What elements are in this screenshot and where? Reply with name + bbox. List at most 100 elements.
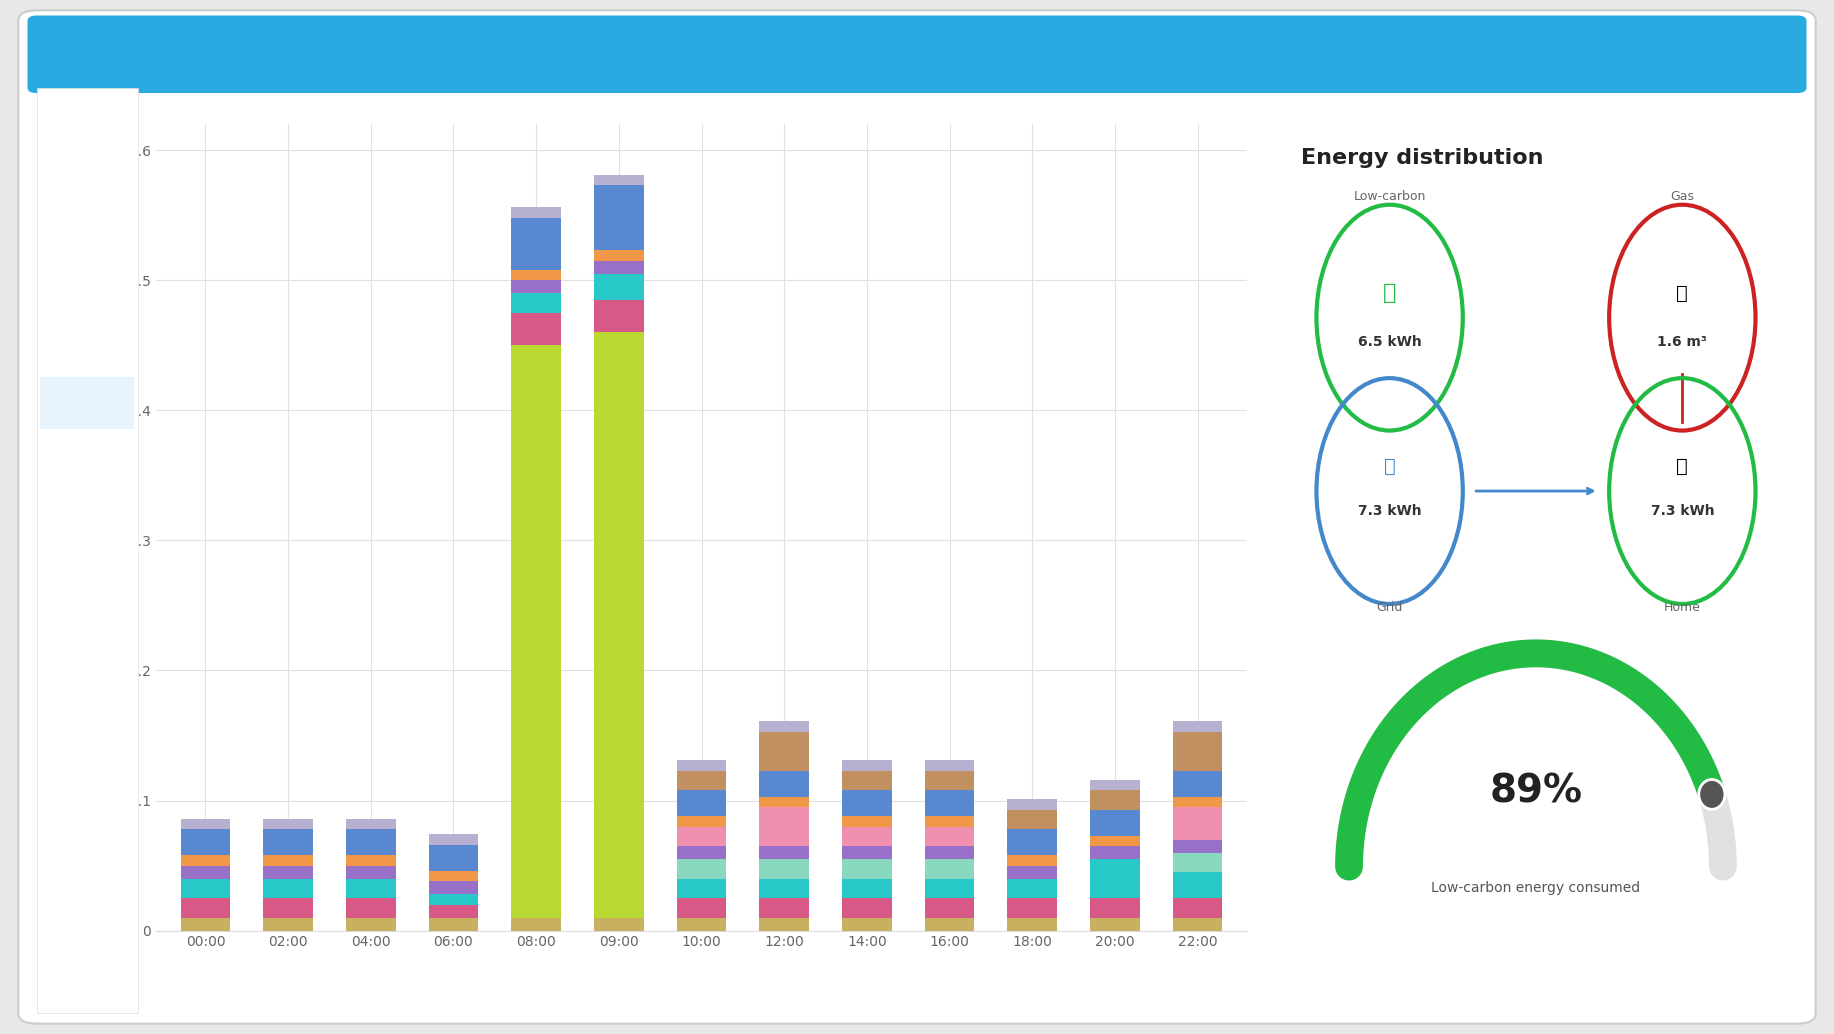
Text: March 5, 2024: March 5, 2024 xyxy=(1062,43,1212,64)
Text: ●: ● xyxy=(79,342,97,361)
Bar xyxy=(1089,846,1139,859)
Text: TODAY: TODAY xyxy=(1585,47,1643,61)
Bar xyxy=(347,879,396,899)
Bar xyxy=(1007,899,1056,917)
Bar xyxy=(759,796,809,807)
Text: 🏠: 🏠 xyxy=(1676,457,1689,477)
Bar xyxy=(924,846,974,859)
Text: ●: ● xyxy=(79,549,97,568)
Bar xyxy=(1089,780,1139,790)
Bar xyxy=(759,899,809,917)
Text: 📅: 📅 xyxy=(1484,44,1495,63)
Bar xyxy=(677,899,726,917)
Bar xyxy=(677,816,726,826)
Text: Individual devices detail usage: Individual devices detail usage xyxy=(156,22,594,45)
Text: 89%: 89% xyxy=(1489,773,1583,811)
Bar xyxy=(842,760,891,770)
Bar xyxy=(429,871,479,881)
Bar xyxy=(759,859,809,879)
Text: ⚡: ⚡ xyxy=(81,394,95,413)
Bar xyxy=(924,826,974,846)
Bar xyxy=(842,917,891,931)
Bar xyxy=(924,879,974,899)
Bar xyxy=(1089,810,1139,835)
Bar xyxy=(182,829,231,855)
Bar xyxy=(759,846,809,859)
Bar xyxy=(347,899,396,917)
Bar xyxy=(842,846,891,859)
Text: ›: › xyxy=(1333,41,1344,66)
Bar xyxy=(594,274,644,300)
Bar xyxy=(182,899,231,917)
Bar xyxy=(429,845,479,871)
Bar xyxy=(842,859,891,879)
Bar xyxy=(1007,829,1056,855)
Bar xyxy=(264,819,314,829)
Bar xyxy=(1007,879,1056,899)
Bar xyxy=(1172,807,1221,840)
Bar xyxy=(347,917,396,931)
Bar xyxy=(924,859,974,879)
Bar xyxy=(1172,796,1221,807)
Text: Energy: Energy xyxy=(220,41,319,66)
Text: ●: ● xyxy=(79,187,97,206)
Bar xyxy=(594,917,644,931)
Bar xyxy=(677,770,726,790)
Text: ≡: ≡ xyxy=(72,41,94,66)
Bar xyxy=(759,807,809,846)
Bar xyxy=(347,865,396,879)
Bar xyxy=(759,879,809,899)
Text: Low-carbon energy consumed: Low-carbon energy consumed xyxy=(1431,881,1641,895)
Text: ⋮: ⋮ xyxy=(1739,41,1764,66)
Text: Gas: Gas xyxy=(1671,190,1695,203)
Bar xyxy=(759,770,809,796)
Bar xyxy=(1172,872,1221,899)
Text: ●: ● xyxy=(79,135,97,154)
Bar xyxy=(759,721,809,732)
Bar xyxy=(347,829,396,855)
Bar xyxy=(1089,859,1139,899)
Text: Home: Home xyxy=(1663,602,1700,614)
Bar xyxy=(759,917,809,931)
Bar xyxy=(1089,790,1139,810)
Bar xyxy=(924,917,974,931)
Text: Low-carbon: Low-carbon xyxy=(1353,190,1425,203)
Text: ⛽: ⛽ xyxy=(1383,457,1396,477)
Bar xyxy=(677,917,726,931)
Bar xyxy=(924,899,974,917)
Text: 🔥: 🔥 xyxy=(1676,284,1689,303)
Bar xyxy=(924,770,974,790)
Bar xyxy=(512,294,561,312)
Bar xyxy=(842,826,891,846)
Bar xyxy=(429,917,479,931)
Bar xyxy=(1089,835,1139,846)
Bar xyxy=(924,760,974,770)
Bar xyxy=(677,760,726,770)
Text: ●: ● xyxy=(79,497,97,516)
Text: 7.3 kWh: 7.3 kWh xyxy=(1651,505,1715,518)
Bar xyxy=(264,917,314,931)
Bar xyxy=(594,261,644,274)
Bar xyxy=(429,834,479,845)
Bar xyxy=(512,917,561,931)
Bar xyxy=(677,790,726,816)
Y-axis label: kWh: kWh xyxy=(108,511,123,544)
Text: ●: ● xyxy=(79,291,97,309)
Bar xyxy=(512,280,561,294)
Bar xyxy=(1007,799,1056,810)
Bar xyxy=(677,826,726,846)
Bar xyxy=(1007,865,1056,879)
Bar xyxy=(347,855,396,865)
Bar xyxy=(842,879,891,899)
Bar xyxy=(264,899,314,917)
Bar xyxy=(264,879,314,899)
Text: 6.5 kWh: 6.5 kWh xyxy=(1357,335,1421,348)
Bar xyxy=(182,855,231,865)
Bar xyxy=(594,332,644,917)
Bar xyxy=(182,865,231,879)
Bar xyxy=(842,899,891,917)
Bar xyxy=(677,879,726,899)
Text: 1.6 m³: 1.6 m³ xyxy=(1658,335,1707,348)
Bar xyxy=(924,816,974,826)
Bar xyxy=(677,859,726,879)
